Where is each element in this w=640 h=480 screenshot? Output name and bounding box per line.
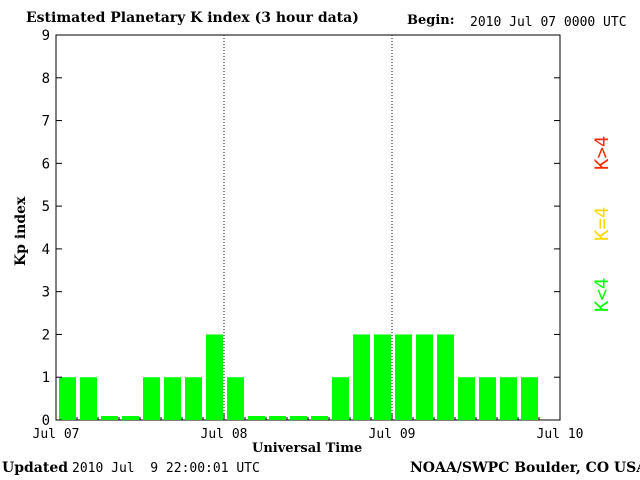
legend-k-less-4: K<4 [591, 277, 613, 312]
x-tick-label: Jul 09 [369, 427, 416, 442]
updated-value: 2010 Jul 9 22:00:01 UTC [72, 461, 260, 476]
kp-bar [185, 377, 202, 420]
y-tick-label: 9 [42, 28, 50, 44]
kp-bar [269, 416, 286, 420]
kp-bar [458, 377, 475, 420]
y-axis-label: Kp index [13, 196, 29, 266]
x-axis-label: Universal Time [252, 441, 363, 456]
y-tick-label: 5 [42, 199, 50, 215]
y-tick-label: 8 [42, 71, 50, 87]
kp-bar [437, 334, 454, 420]
begin-label: Begin: [407, 13, 455, 28]
begin-value: 2010 Jul 07 0000 UTC [470, 15, 627, 30]
legend-k-equal-4: K=4 [591, 206, 613, 241]
x-tick-label: Jul 10 [537, 427, 584, 442]
y-tick-label: 1 [42, 370, 50, 386]
x-tick-label: Jul 07 [33, 427, 80, 442]
kp-bar [164, 377, 181, 420]
kp-bar [248, 416, 265, 420]
y-tick-label: 0 [42, 413, 50, 429]
kp-bar [521, 377, 538, 420]
kp-bar [479, 377, 496, 420]
kp-bar [500, 377, 517, 420]
y-tick-label: 7 [42, 114, 50, 130]
kp-bar [101, 416, 118, 420]
legend-k-greater-4: K>4 [591, 135, 613, 170]
updated-label: Updated [2, 460, 69, 476]
kp-bar [206, 334, 223, 420]
x-tick-label: Jul 08 [201, 427, 248, 442]
y-tick-label: 6 [42, 156, 50, 172]
kp-bar [290, 416, 307, 420]
kp-bar [59, 377, 76, 420]
chart-title: Estimated Planetary K index (3 hour data… [26, 10, 359, 26]
plot-area [55, 34, 561, 421]
kp-bar [353, 334, 370, 420]
y-tick-label: 2 [42, 327, 50, 343]
kp-bar [80, 377, 97, 420]
kp-bar [395, 334, 412, 420]
y-tick-label: 4 [42, 242, 50, 258]
kp-bar [332, 377, 349, 420]
kp-bar [416, 334, 433, 420]
y-tick-label: 3 [42, 285, 50, 301]
kp-bar [143, 377, 160, 420]
kp-bar [311, 416, 328, 420]
kp-bar [227, 377, 244, 420]
kp-bar [374, 334, 391, 420]
credit-text: NOAA/SWPC Boulder, CO USA [410, 460, 640, 476]
kp-bar [122, 416, 139, 420]
